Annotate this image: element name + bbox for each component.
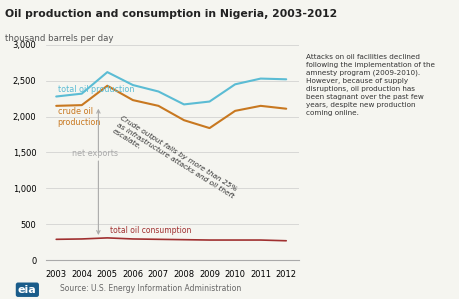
Text: eia: eia xyxy=(18,285,37,295)
Text: crude oil
production: crude oil production xyxy=(57,106,101,127)
Text: total oil production: total oil production xyxy=(57,85,134,94)
Text: net exports: net exports xyxy=(72,149,118,158)
Text: Source: U.S. Energy Information Administration: Source: U.S. Energy Information Administ… xyxy=(60,284,241,293)
Text: Crude output falls by more than 25%
as infrastructure attacks and oil theft
esca: Crude output falls by more than 25% as i… xyxy=(111,115,238,206)
Text: total oil consumption: total oil consumption xyxy=(110,226,191,235)
Text: Oil production and consumption in Nigeria, 2003-2012: Oil production and consumption in Nigeri… xyxy=(5,9,336,19)
Text: Attacks on oil facilities declined
following the implementation of the
amnesty p: Attacks on oil facilities declined follo… xyxy=(305,54,434,116)
Text: thousand barrels per day: thousand barrels per day xyxy=(5,34,113,43)
